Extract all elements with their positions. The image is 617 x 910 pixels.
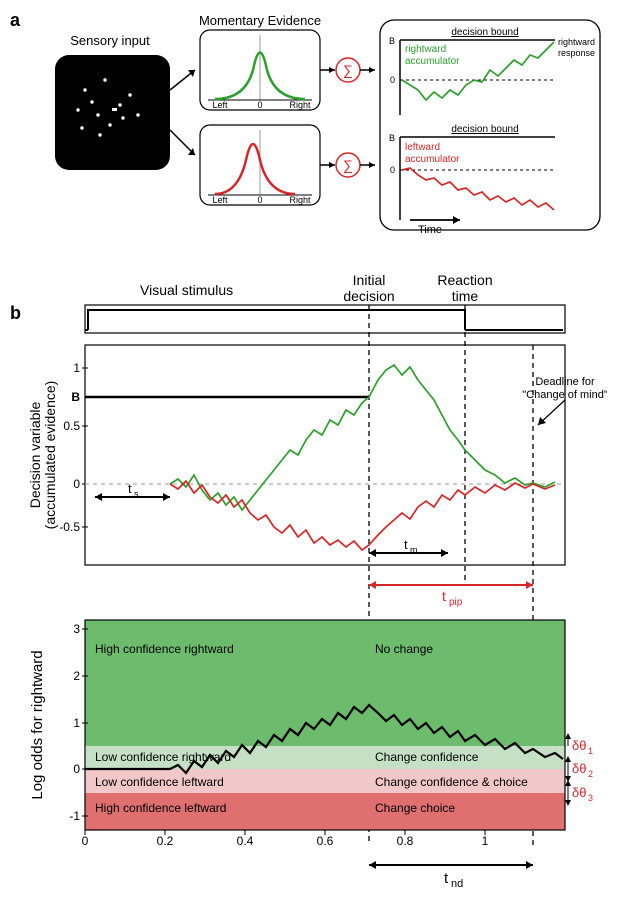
svg-text:Log odds for rightward: Log odds for rightward: [29, 650, 46, 799]
svg-text:High confidence rightward: High confidence rightward: [95, 642, 234, 656]
svg-text:B: B: [389, 133, 395, 143]
svg-text:t: t: [444, 870, 449, 887]
svg-text:Change confidence: Change confidence: [375, 750, 479, 764]
svg-text:pip: pip: [449, 597, 463, 608]
svg-text:decision: decision: [343, 288, 394, 304]
svg-text:0: 0: [73, 762, 80, 776]
rightward-accumulator: decision bound B 0 rightward accumulator…: [389, 27, 595, 115]
svg-text:Right: Right: [289, 100, 311, 110]
evidence-panel-green: Left 0 Right: [200, 30, 320, 110]
svg-text:Decision variable: Decision variable: [27, 401, 43, 508]
svg-text:nd: nd: [451, 878, 463, 890]
svg-text:No change: No change: [375, 642, 433, 656]
svg-text:accumulator: accumulator: [405, 56, 460, 67]
svg-text:m: m: [410, 545, 418, 555]
panel-a-label: a: [10, 10, 20, 31]
sensory-input-box: [55, 55, 170, 170]
svg-text:δθ: δθ: [572, 761, 586, 776]
svg-text:Low confidence leftward: Low confidence leftward: [95, 775, 224, 789]
svg-text:response: response: [558, 48, 595, 58]
svg-text:rightward: rightward: [558, 37, 595, 47]
svg-text:t: t: [442, 588, 446, 604]
svg-text:Right: Right: [289, 195, 311, 205]
svg-text:decision bound: decision bound: [451, 124, 518, 135]
svg-text:0.8: 0.8: [397, 834, 414, 848]
svg-text:-1: -1: [69, 809, 80, 823]
svg-text:0.6: 0.6: [317, 834, 334, 848]
svg-text:1: 1: [73, 361, 80, 375]
svg-text:0: 0: [257, 195, 262, 205]
svg-text:B: B: [71, 390, 80, 404]
svg-text:leftward: leftward: [405, 142, 440, 153]
sensory-input-title: Sensory input: [70, 33, 150, 48]
panel-a-svg: Sensory input Momentary Evidence Left 0 …: [10, 10, 607, 240]
sigma-icon: ∑: [343, 157, 353, 173]
stimulus-label: Visual stimulus: [140, 282, 233, 298]
svg-text:Change choice: Change choice: [375, 801, 455, 815]
svg-text:0.4: 0.4: [237, 834, 254, 848]
svg-text:2: 2: [73, 669, 80, 683]
svg-text:δθ: δθ: [572, 785, 586, 800]
svg-text:3: 3: [588, 793, 593, 803]
svg-text:0: 0: [390, 165, 395, 175]
svg-text:B: B: [389, 36, 395, 46]
svg-text:time: time: [452, 288, 479, 304]
svg-text:"Change of mind": "Change of mind": [522, 389, 607, 401]
green-dv-trace: [170, 365, 555, 510]
svg-text:0: 0: [257, 100, 262, 110]
svg-text:δθ: δθ: [572, 738, 586, 753]
panel-b-svg: Visual stimulus Initial decision Reactio…: [10, 275, 607, 895]
svg-text:decision bound: decision bound: [451, 27, 518, 38]
svg-text:Time: Time: [418, 224, 442, 236]
svg-text:1: 1: [588, 746, 593, 756]
svg-text:0: 0: [82, 834, 89, 848]
svg-text:0: 0: [390, 75, 395, 85]
evidence-title: Momentary Evidence: [199, 13, 321, 28]
leftward-accumulator: decision bound B 0 leftward accumulator …: [389, 124, 555, 236]
svg-text:(accumulated evidence): (accumulated evidence): [42, 381, 58, 530]
svg-text:Left: Left: [212, 195, 228, 205]
svg-text:Change confidence & choice: Change confidence & choice: [375, 775, 528, 789]
svg-text:rightward: rightward: [405, 44, 446, 55]
svg-text:-0.5: -0.5: [59, 520, 80, 534]
svg-text:3: 3: [73, 622, 80, 636]
red-gaussian: [215, 144, 295, 194]
svg-text:Left: Left: [212, 100, 228, 110]
svg-text:t: t: [404, 537, 408, 552]
svg-text:High confidence leftward: High confidence leftward: [95, 801, 226, 815]
logodds-chart: -1 0 1 2 3 0 0.2 0.4 0.6 0.8 1: [29, 620, 593, 848]
red-dv-trace: [170, 481, 555, 550]
svg-text:s: s: [134, 489, 139, 499]
svg-text:1: 1: [73, 716, 80, 730]
svg-text:Deadline for: Deadline for: [535, 376, 595, 388]
svg-text:2: 2: [588, 769, 593, 779]
svg-text:0.5: 0.5: [63, 419, 80, 433]
red-trace: [402, 168, 554, 210]
evidence-panel-red: Left 0 Right: [200, 125, 320, 205]
sigma-icon: ∑: [343, 62, 353, 78]
svg-text:Reaction: Reaction: [437, 275, 492, 288]
panel-b-label: b: [10, 303, 21, 324]
svg-text:Initial: Initial: [353, 275, 386, 288]
svg-text:t: t: [128, 481, 132, 496]
svg-text:0.2: 0.2: [157, 834, 174, 848]
svg-text:1: 1: [482, 834, 489, 848]
svg-text:0: 0: [73, 477, 80, 491]
svg-text:accumulator: accumulator: [405, 154, 460, 165]
